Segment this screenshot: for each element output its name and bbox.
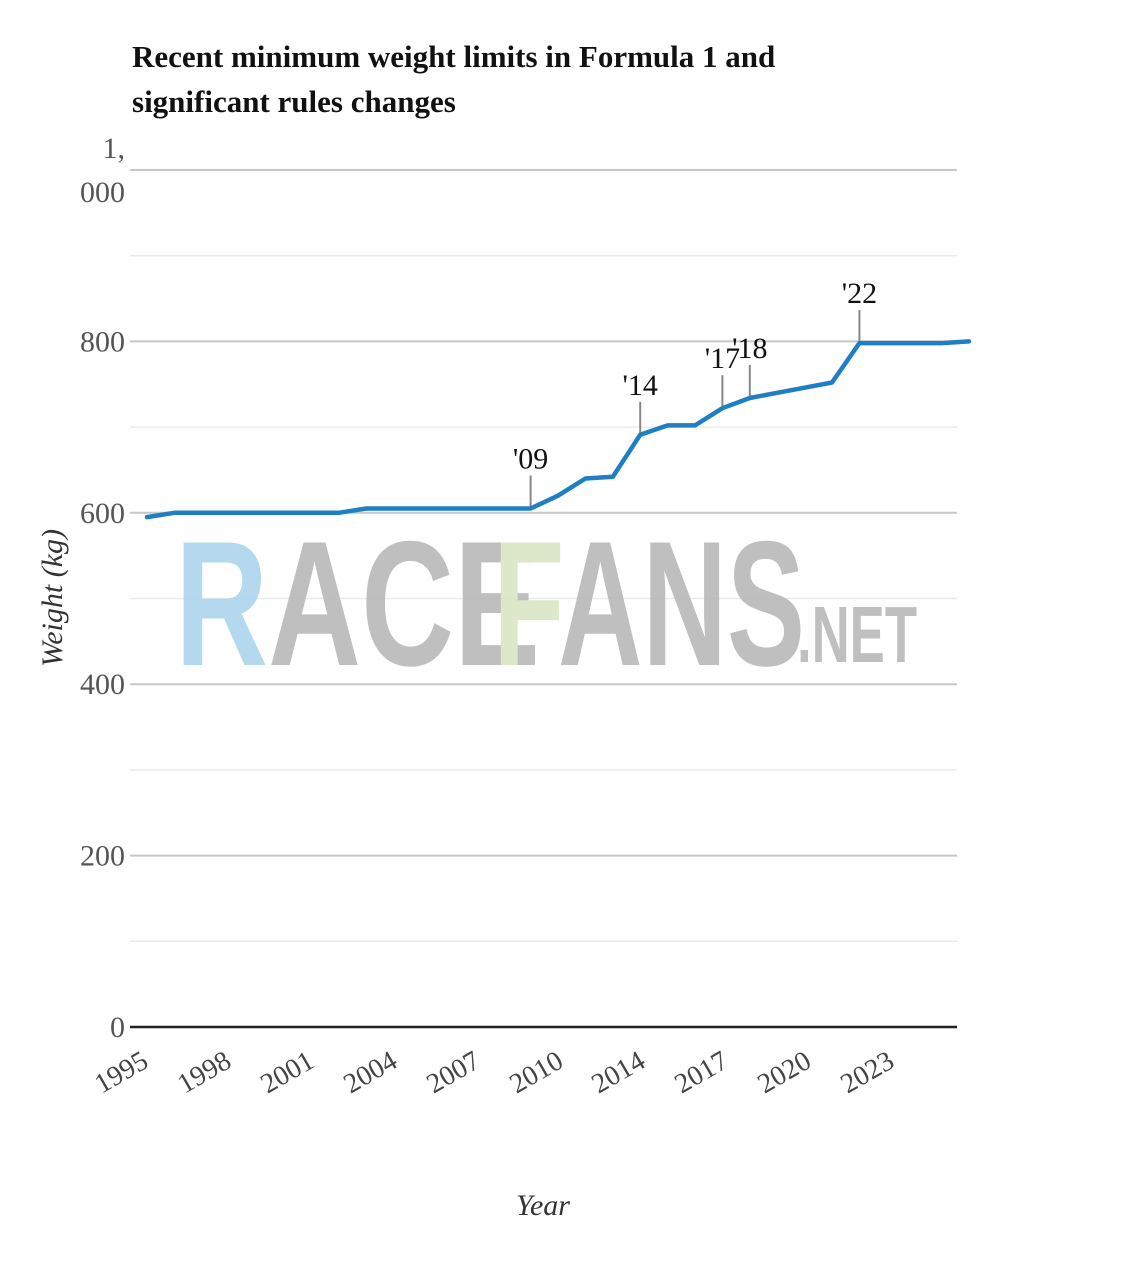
annotation-label: '22 (842, 277, 877, 310)
x-tick-label: 2014 (587, 1045, 651, 1100)
y-tick-label: 200 (80, 840, 125, 873)
x-tick-label: 2007 (422, 1045, 486, 1100)
weight-limit-line (144, 339, 972, 520)
y-tick-label: 0 (110, 1011, 125, 1044)
annotation-label: '17 (705, 342, 740, 375)
y-tick-label: 600 (80, 497, 125, 530)
x-tick-label: 2017 (670, 1045, 734, 1100)
rule-change-annotations: '09 '14 '17'18 '22 (513, 277, 877, 509)
x-axis-ticks: 1995 1998 2001 2004 2007 2010 2014 2017 2020 2023 (90, 1045, 900, 1100)
x-tick-label: 2010 (505, 1045, 569, 1100)
watermark-part-2: FANS (493, 504, 805, 703)
x-tick-label: 2020 (753, 1045, 817, 1100)
chart-title: Recent minimum weight limits in Formula … (132, 39, 776, 119)
watermark-part-3: .NET (797, 590, 917, 679)
x-axis-label: Year (516, 1189, 570, 1222)
y-tick-label: 800 (80, 325, 125, 358)
y-axis-label: Weight (kg) (36, 529, 69, 667)
y-tick-label: 1, 000 (80, 132, 125, 209)
y-axis-ticks: 0 200 400 600 800 1, 000 (80, 132, 125, 1044)
x-tick-label: 2001 (256, 1045, 320, 1100)
annotation-label: '18 (732, 332, 767, 365)
watermark-part-1: RACE (175, 504, 540, 703)
annotation-label: '14 (622, 369, 657, 402)
racefans-watermark: RACE FANS .NET (175, 504, 917, 703)
annotation-label: '09 (513, 443, 548, 476)
y-tick-label: 400 (80, 668, 125, 701)
x-tick-label: 1998 (173, 1045, 237, 1100)
x-tick-label: 2004 (339, 1045, 403, 1100)
x-tick-label: 2023 (836, 1045, 900, 1100)
x-tick-label: 1995 (90, 1045, 154, 1100)
